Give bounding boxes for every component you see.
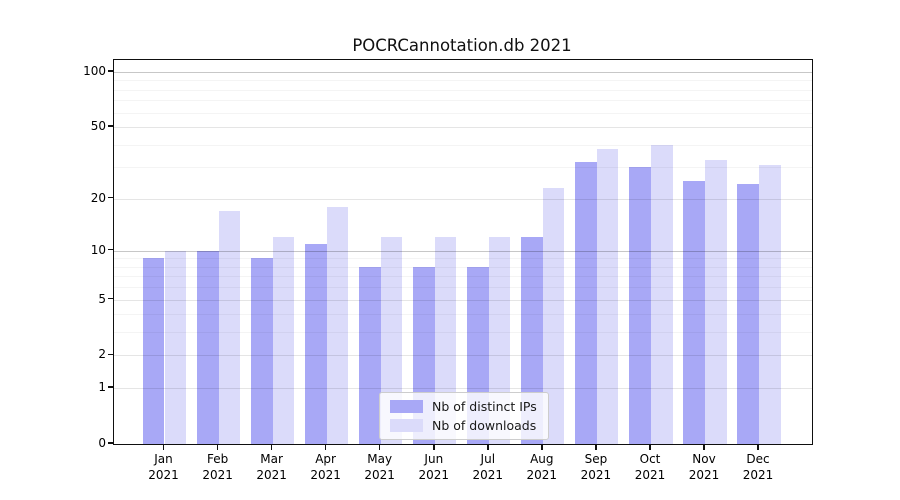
x-tick-label-oct: Oct 2021: [634, 452, 666, 482]
x-tick-mark: [270, 444, 273, 450]
bar-distinct-ips-sep: [575, 162, 597, 444]
gridline-minor: [114, 314, 812, 316]
x-tick-mark: [378, 444, 381, 450]
bar-downloads-jan: [164, 250, 187, 444]
x-tick-label-dec: Dec 2021: [742, 452, 774, 482]
x-tick-label-mar: Mar 2021: [256, 452, 287, 482]
x-tick-label-jul: Jul 2021: [472, 452, 504, 482]
y-tick-label-2: 2: [98, 347, 106, 362]
x-tick-mark: [595, 444, 597, 450]
x-tick-mark: [216, 444, 219, 450]
bar-distinct-ips-nov: [683, 181, 705, 444]
gridline-minor: [114, 80, 812, 82]
y-tick-mark: [107, 353, 113, 356]
gridline-major: [114, 388, 812, 390]
x-tick-mark: [541, 444, 543, 450]
legend: Nb of distinct IPs Nb of downloads: [379, 392, 549, 440]
x-tick-label-feb: Feb 2021: [202, 452, 233, 482]
x-tick-label-jan: Jan 2021: [148, 452, 179, 482]
y-tick-mark: [107, 386, 113, 388]
bar-distinct-ips-dec: [737, 184, 760, 444]
legend-item-distinct-ips: Nb of distinct IPs: [390, 399, 537, 414]
y-tick-label-20: 20: [90, 190, 106, 205]
x-tick-label-jun: Jun 2021: [418, 452, 450, 482]
x-tick-mark: [757, 444, 759, 450]
bar-downloads-nov: [705, 159, 727, 444]
gridline-major: [114, 71, 812, 73]
gridline-minor: [114, 100, 812, 102]
y-tick-mark: [107, 196, 113, 199]
bar-distinct-ips-feb: [196, 250, 219, 444]
gridline-minor: [114, 287, 812, 289]
y-tick-mark: [107, 70, 113, 72]
x-tick-label-sep: Sep 2021: [580, 452, 612, 482]
x-tick-label-apr: Apr 2021: [310, 452, 341, 482]
legend-label-distinct-ips: Nb of distinct IPs: [432, 399, 537, 414]
x-tick-mark: [649, 444, 651, 450]
legend-swatch-ips-icon: [390, 400, 423, 413]
y-tick-label-1: 1: [98, 380, 106, 395]
gridline-minor: [114, 167, 812, 169]
plot-area: Nb of distinct IPs Nb of downloads: [113, 59, 813, 445]
y-tick-mark: [107, 125, 113, 127]
gridline-minor: [114, 89, 812, 91]
x-tick-mark: [487, 444, 489, 450]
bar-downloads-apr: [326, 206, 349, 444]
legend-label-downloads: Nb of downloads: [432, 418, 537, 433]
y-tick-label-0: 0: [98, 436, 106, 450]
y-tick-label-10: 10: [90, 242, 106, 257]
gridline-major: [114, 198, 812, 200]
x-tick-mark: [324, 444, 327, 450]
bar-downloads-aug: [542, 187, 565, 444]
x-tick-mark: [703, 444, 705, 450]
bar-downloads-dec: [759, 164, 781, 444]
x-tick-label-may: May 2021: [364, 452, 395, 482]
gridline-major: [114, 127, 812, 128]
gridline-minor: [114, 266, 812, 268]
bar-downloads-mar: [272, 237, 295, 444]
bar-distinct-ips-apr: [305, 243, 327, 444]
chart-title: POCRCannotation.db 2021: [352, 36, 572, 55]
gridline-minor: [114, 332, 812, 334]
bar-distinct-ips-jan: [142, 258, 165, 444]
y-tick-mark: [107, 442, 113, 444]
gridline-minor: [114, 112, 812, 114]
x-tick-label-nov: Nov 2021: [688, 452, 720, 482]
y-tick-label-50: 50: [90, 119, 106, 133]
legend-item-downloads: Nb of downloads: [390, 418, 537, 433]
bar-distinct-ips-may: [359, 266, 381, 444]
y-tick-label-5: 5: [98, 291, 106, 306]
bar-distinct-ips-mar: [251, 258, 273, 444]
bar-downloads-feb: [218, 210, 241, 444]
x-tick-label-aug: Aug 2021: [526, 452, 558, 482]
bar-downloads-sep: [596, 148, 619, 444]
gridline-major: [114, 299, 812, 301]
bar-distinct-ips-oct: [629, 167, 651, 444]
x-tick-mark: [433, 444, 435, 450]
x-tick-mark: [162, 444, 165, 450]
y-tick-mark: [107, 297, 113, 300]
legend-swatch-downloads-icon: [390, 419, 423, 432]
y-tick-mark: [107, 248, 113, 251]
gridline-minor: [114, 276, 812, 278]
gridline-major: [114, 250, 812, 252]
gridline-minor: [114, 258, 812, 260]
bar-downloads-oct: [650, 144, 673, 444]
gridline-major: [114, 355, 812, 357]
y-tick-label-100: 100: [83, 63, 106, 78]
gridline-minor: [114, 144, 812, 146]
